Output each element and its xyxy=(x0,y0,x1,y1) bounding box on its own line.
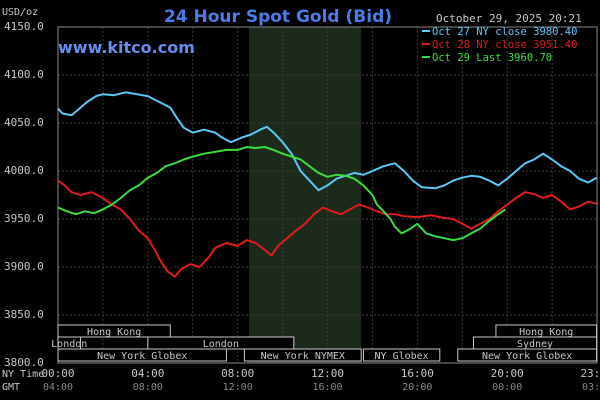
x-tick-label-ny: 16:00 xyxy=(401,367,434,380)
series-layer xyxy=(57,91,598,278)
y-tick-label: 3900.0 xyxy=(4,260,44,273)
series-line-3 xyxy=(57,146,506,242)
series-line-2 xyxy=(57,179,597,278)
y-unit-label: USD/oz xyxy=(2,7,38,18)
chart-title: 24 Hour Spot Gold (Bid) xyxy=(164,7,392,27)
y-tick-label: 4000.0 xyxy=(4,164,44,177)
session-label: Sydney xyxy=(517,339,553,350)
x-tick-label-gmt: 16:00 xyxy=(312,382,342,393)
session-label: New York Globex xyxy=(482,351,572,362)
x-axis-label-ny: NY Time xyxy=(2,369,44,380)
session-label: New York Globex xyxy=(97,351,187,362)
timestamp-text: October 29, 2025 20:21 xyxy=(436,12,582,25)
x-tick-label-ny: 04:00 xyxy=(131,367,164,380)
y-tick-label: 4150.0 xyxy=(4,20,44,33)
y-tick-label: 3850.0 xyxy=(4,308,44,321)
session-box xyxy=(362,348,441,362)
highlight-band-layer xyxy=(248,27,362,363)
x-tick-label-gmt: 00:00 xyxy=(492,382,522,393)
legend-label: Oct 29 Last 3960.70 xyxy=(432,52,552,64)
plot-border xyxy=(57,26,598,364)
x-tick-label-gmt: 03:59 xyxy=(582,382,600,393)
y-tick-label: 3950.0 xyxy=(4,212,44,225)
legend-label: Oct 27 NY close 3980.40 xyxy=(432,26,577,38)
x-tick-label-ny: 00:00 xyxy=(41,367,74,380)
x-tick-label-gmt: 12:00 xyxy=(223,382,253,393)
x-tick-label-gmt: 20:00 xyxy=(402,382,432,393)
nymex-session-band xyxy=(248,27,362,363)
series-line-1 xyxy=(57,91,598,192)
session-box xyxy=(243,348,362,362)
legend-label: Oct 28 NY close 3951.40 xyxy=(432,39,577,51)
watermark-text: www.kitco.com xyxy=(58,38,195,57)
session-box xyxy=(457,348,598,362)
x-tick-label-ny: 08:00 xyxy=(221,367,254,380)
x-axis-label-gmt: GMT xyxy=(2,382,20,393)
y-tick-label: 3800.0 xyxy=(4,356,44,369)
session-label: New York NYMEX xyxy=(261,351,345,362)
session-box xyxy=(57,348,227,362)
y-tick-label: 4050.0 xyxy=(4,116,44,129)
x-tick-label-gmt: 08:00 xyxy=(133,382,163,393)
axis-layer: 4150.0 4100.0 4050.0 4000.0 3950.0 3900.0 3850… xyxy=(4,20,600,393)
y-tick-label: 4100.0 xyxy=(4,68,44,81)
session-box xyxy=(57,324,171,338)
x-tick-label-ny: 23:59 xyxy=(580,367,600,380)
x-tick-label-ny: 20:00 xyxy=(491,367,524,380)
x-tick-label-ny: 12:00 xyxy=(311,367,344,380)
session-label: NY Globex xyxy=(375,351,429,362)
session-label: London xyxy=(51,339,87,350)
grid-layer xyxy=(57,26,598,364)
session-label: Hong Kong xyxy=(87,327,141,338)
session-label: London xyxy=(203,339,239,350)
x-tick-label-gmt: 04:00 xyxy=(43,382,73,393)
session-label: Hong Kong xyxy=(519,327,573,338)
